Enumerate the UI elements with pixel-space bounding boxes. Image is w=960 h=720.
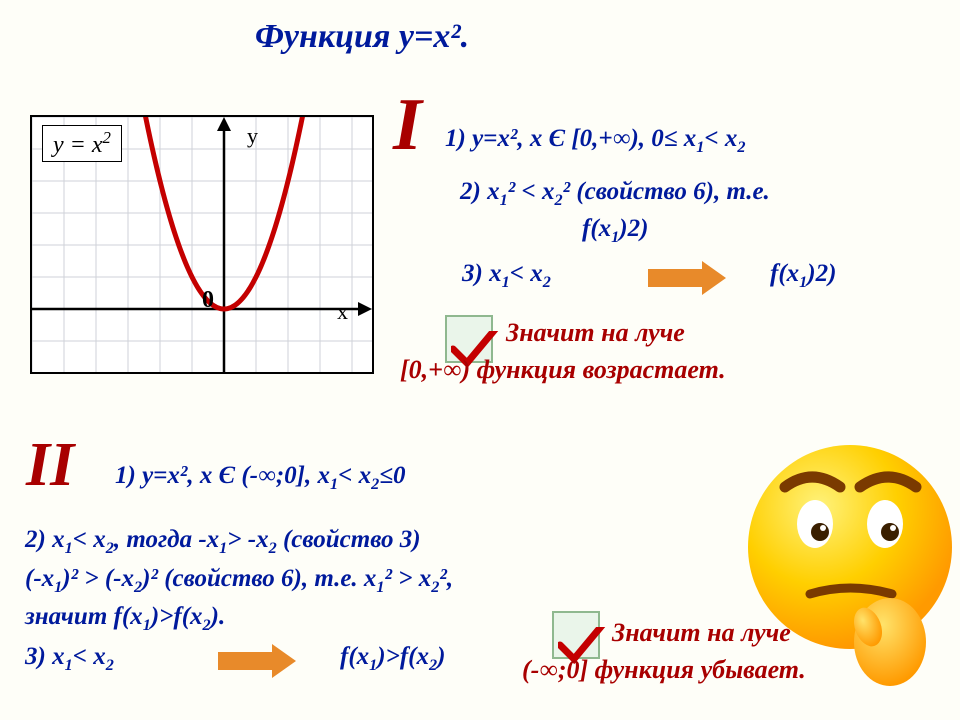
sec2-step3-left: 3) х1< х2	[25, 643, 114, 675]
x-axis-label: х	[337, 299, 348, 325]
thinking-smiley-icon	[740, 432, 960, 692]
arrow-icon	[648, 261, 726, 295]
sec1-step2b: f(х1)2)	[582, 215, 648, 247]
sec2-step3-right: f(х1)>f(х2)	[340, 643, 445, 675]
y-axis-label: у	[247, 123, 258, 149]
chart-formula: y = x2	[42, 125, 122, 162]
roman-one: I	[393, 83, 422, 168]
sec2-step1: 1) у=х², х Є (-∞;0], х1< х2≤0	[115, 462, 405, 494]
sec1-step2: 2) х1² < х2² (свойство 6), т.е.	[460, 178, 960, 210]
sec1-conclusion-1: Значит на луче	[506, 318, 685, 348]
page-title: Функция у=х².	[255, 18, 469, 56]
sec1-step3-right: f(х1)2)	[770, 260, 836, 292]
origin-label: 0	[202, 287, 214, 314]
roman-two: II	[26, 430, 74, 501]
sec1-step1: 1) у=х², х Є [0,+∞), 0≤ х1< х2	[445, 125, 746, 157]
parabola-chart: y = x2 у х 0	[30, 115, 374, 374]
arrow-icon	[218, 644, 296, 678]
checkmark-icon	[552, 611, 600, 659]
sec1-step3-left: 3) х1< х2	[462, 260, 551, 292]
sec1-conclusion-2: [0,+∞) функция возрастает.	[400, 355, 726, 385]
